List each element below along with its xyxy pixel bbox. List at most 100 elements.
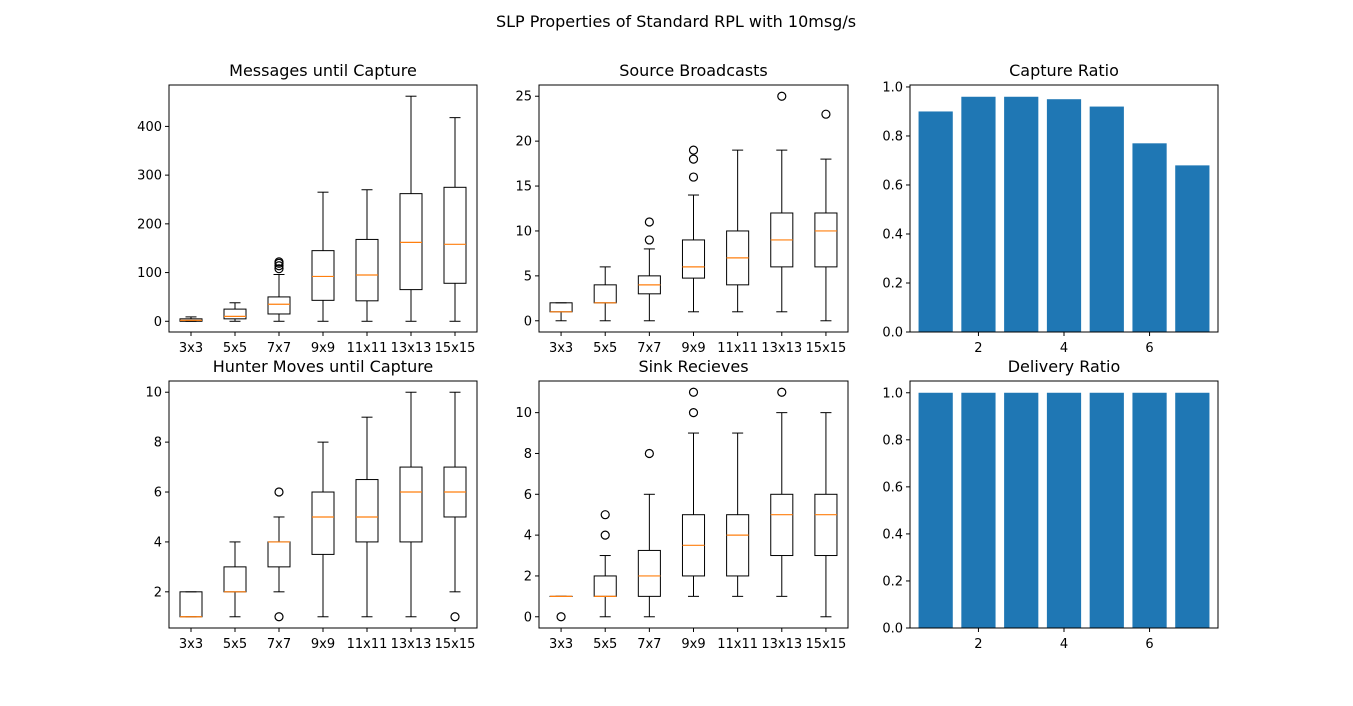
x-tick-label: 5x5: [593, 637, 617, 652]
outlier-point: [688, 387, 699, 397]
outlier-point: [600, 530, 610, 540]
y-tick-label: 200: [137, 217, 162, 232]
bar-5: [1089, 392, 1124, 628]
x-tick-label: 13x13: [761, 341, 802, 356]
bar-2: [961, 392, 996, 628]
x-tick-label: 5x5: [223, 341, 247, 356]
box-5x5: [593, 510, 617, 618]
x-tick-label: 7x7: [267, 341, 291, 356]
box-body: [267, 296, 291, 315]
outlier-point: [644, 217, 654, 227]
outlier-point: [274, 487, 284, 497]
box-body: [814, 212, 838, 268]
y-tick-label: 0: [154, 315, 162, 330]
box-body: [355, 479, 379, 543]
bar-1: [918, 111, 953, 332]
box-7x7: [637, 217, 661, 322]
box-9x9: [311, 441, 335, 618]
subplot-sink: Sink Recieves 0 2 4 6 8 10 3x3 5x5 7x7 9x9 11x11 13x…: [515, 357, 849, 652]
box-7x7: [637, 448, 661, 618]
box-5x5: [223, 302, 247, 322]
bar-6: [1132, 143, 1167, 332]
box-body: [549, 302, 573, 313]
y-tick-label: 10: [145, 386, 162, 401]
x-tick-label: 7x7: [637, 637, 661, 652]
y-tick-label: 400: [137, 120, 162, 135]
box-9x9: [311, 191, 335, 322]
bar-3: [1004, 96, 1039, 332]
bar-2: [961, 96, 996, 332]
y-tick-label: 1.0: [882, 386, 903, 401]
box-15x15: [443, 117, 467, 322]
subplot-messages: Messages until Capture 0 100 200 300 400 3x3 5x…: [137, 61, 478, 356]
y-tick-label: 10: [515, 406, 532, 421]
y-tick-label: 1.0: [882, 80, 903, 95]
axes-frame: [168, 380, 478, 629]
y-tick-label: 0.6: [882, 178, 903, 193]
subplot-title: Messages until Capture: [229, 61, 417, 80]
subplot-title: Hunter Moves until Capture: [213, 357, 434, 376]
x-tick-label: 3x3: [179, 637, 203, 652]
outlier-point: [274, 612, 284, 622]
y-tick-label: 0: [524, 314, 532, 329]
axes-frame: [538, 380, 849, 629]
box-13x13: [770, 387, 794, 597]
outlier-point: [600, 510, 610, 520]
y-tick-label: 15: [515, 180, 532, 195]
outlier-point: [688, 154, 699, 164]
x-tick-label: 15x15: [435, 341, 476, 356]
y-tick-label: 100: [137, 266, 162, 281]
x-tick-label: 5x5: [593, 341, 617, 356]
y-tick-label: 0.2: [882, 276, 903, 291]
outlier-point: [777, 387, 787, 397]
x-tick-label: 7x7: [637, 341, 661, 356]
bar-7: [1175, 165, 1210, 332]
axes-frame: [538, 84, 849, 333]
box-13x13: [399, 95, 423, 322]
y-tick-label: 8: [154, 436, 162, 451]
x-tick-label: 3x3: [549, 341, 573, 356]
x-tick-label: 6: [1145, 341, 1153, 356]
box-body: [593, 284, 617, 304]
box-11x11: [355, 189, 379, 322]
x-tick-label: 4: [1060, 341, 1068, 356]
x-tick-label: 11x11: [717, 637, 758, 652]
box-body: [399, 193, 423, 291]
box-5x5: [593, 266, 617, 322]
x-tick-label: 15x15: [806, 637, 847, 652]
box-3x3: [179, 316, 203, 322]
outlier-point: [688, 408, 699, 418]
outlier-point: [450, 612, 460, 622]
box-body: [593, 575, 617, 597]
subplot-title: Sink Recieves: [638, 357, 748, 376]
y-tick-label: 6: [154, 486, 162, 501]
figure-title: SLP Properties of Standard RPL with 10ms…: [496, 12, 856, 31]
axes-frame: [909, 84, 1219, 333]
box-body: [355, 238, 379, 302]
x-tick-label: 5x5: [223, 637, 247, 652]
box-9x9: [681, 387, 706, 597]
y-tick-label: 0.4: [882, 527, 903, 542]
y-tick-label: 2: [154, 585, 162, 600]
x-tick-label: 15x15: [435, 637, 476, 652]
box-body: [681, 239, 706, 279]
axes-frame: [909, 380, 1219, 629]
box-body: [311, 250, 335, 301]
x-tick-label: 2: [974, 637, 982, 652]
x-tick-label: 2: [974, 341, 982, 356]
box-body: [223, 566, 247, 593]
y-tick-label: 0.8: [882, 433, 903, 448]
box-7x7: [267, 487, 291, 622]
x-tick-label: 4: [1060, 637, 1068, 652]
box-13x13: [399, 391, 423, 618]
y-tick-label: 6: [524, 488, 532, 503]
y-tick-label: 2: [524, 569, 532, 584]
outlier-point: [644, 235, 654, 245]
outlier-point: [688, 145, 699, 155]
y-tick-label: 5: [524, 269, 532, 284]
subplot-title: Capture Ratio: [1009, 61, 1119, 80]
y-tick-label: 8: [524, 447, 532, 462]
subplot-delivery: Delivery Ratio 0.0 0.2 0.4 0.6 0.8 1.0 2 4 6: [882, 357, 1219, 652]
box-11x11: [726, 432, 750, 597]
box-body: [267, 541, 291, 568]
